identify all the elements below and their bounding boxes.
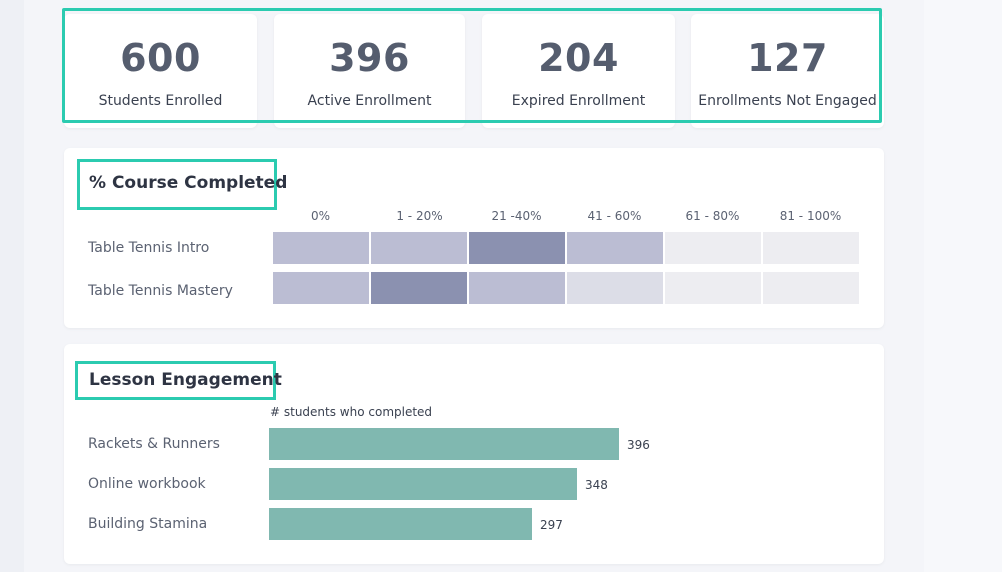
column-header: 61 - 80% — [685, 209, 740, 223]
bar-value: 396 — [627, 438, 650, 452]
kpi-card-expired-enrollment: 204 Expired Enrollment — [482, 14, 675, 128]
kpi-label: Students Enrolled — [98, 93, 223, 109]
kpi-card-active-enrollment: 396 Active Enrollment — [274, 14, 465, 128]
kpi-card-students-enrolled: 600 Students Enrolled — [64, 14, 257, 128]
engagement-bar[interactable] — [269, 428, 619, 460]
kpi-label: Active Enrollment — [307, 93, 432, 109]
lesson-engagement-title-text: Lesson Engagement — [89, 370, 282, 390]
kpi-label: Expired Enrollment — [511, 93, 646, 109]
kpi-value: 600 — [120, 36, 201, 80]
heatmap-cell[interactable] — [763, 272, 859, 304]
heatmap-cell[interactable] — [567, 272, 663, 304]
bar-value: 297 — [540, 518, 563, 532]
column-header: 1 - 20% — [396, 209, 443, 223]
lesson-engagement-title: Lesson Engagement — [75, 361, 282, 400]
heatmap-cell[interactable] — [763, 232, 859, 264]
right-gutter — [924, 0, 1002, 572]
heatmap-cell[interactable] — [469, 272, 565, 304]
heatmap-cell[interactable] — [371, 232, 467, 264]
column-header: 21 -40% — [491, 209, 542, 223]
kpi-label: Enrollments Not Engaged — [698, 93, 877, 109]
heatmap-cell[interactable] — [567, 232, 663, 264]
kpi-highlight-box — [62, 8, 882, 123]
heatmap-cell[interactable] — [469, 232, 565, 264]
heatmap-cell[interactable] — [371, 272, 467, 304]
heatmap-cell[interactable] — [665, 272, 761, 304]
bar-label: Rackets & Runners — [88, 436, 220, 452]
bar-label: Online workbook — [88, 476, 206, 492]
heatmap-cell[interactable] — [273, 272, 369, 304]
bar-label: Building Stamina — [88, 516, 208, 532]
engagement-bar[interactable] — [269, 508, 532, 540]
column-header: 41 - 60% — [587, 209, 642, 223]
kpi-value: 127 — [747, 36, 828, 80]
heatmap-cell[interactable] — [273, 232, 369, 264]
engagement-bar[interactable] — [269, 468, 577, 500]
course-completed-title: % Course Completed — [77, 159, 287, 210]
column-header: 0% — [310, 209, 331, 223]
kpi-value: 396 — [329, 36, 410, 80]
kpi-card-enrollments-not-engaged: 127 Enrollments Not Engaged — [691, 14, 884, 128]
kpi-value: 204 — [538, 36, 619, 80]
row-label: Table Tennis Intro — [88, 240, 210, 256]
chart-caption: # students who completed — [270, 405, 433, 419]
bar-value: 348 — [585, 478, 608, 492]
heatmap-cell[interactable] — [665, 232, 761, 264]
row-label: Table Tennis Mastery — [88, 283, 233, 299]
column-header: 81 - 100% — [779, 209, 842, 223]
course-completed-title-text: % Course Completed — [89, 173, 288, 193]
